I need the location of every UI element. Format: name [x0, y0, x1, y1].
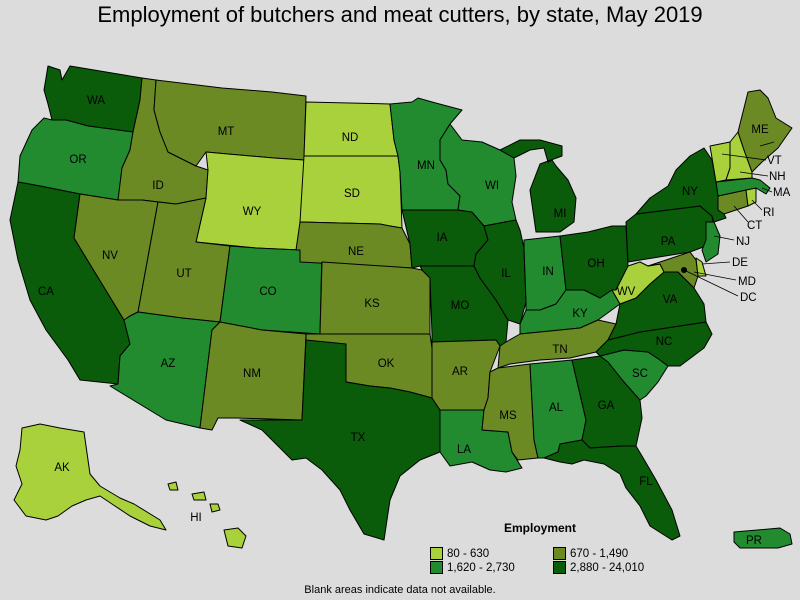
- legend-item-2: 670 - 1,490: [553, 547, 628, 560]
- state-ri[interactable]: [745, 187, 757, 207]
- label-ok: OK: [378, 358, 395, 370]
- state-hi[interactable]: [223, 527, 247, 549]
- state-labels: WA OR CA ID NV MT WY UT AZ CO NM ND SD N…: [38, 95, 791, 547]
- state-hi-island: [191, 491, 207, 501]
- label-ri: RI: [763, 207, 775, 219]
- label-pr: PR: [746, 535, 762, 547]
- label-ky: KY: [572, 308, 588, 320]
- label-nh: NH: [769, 171, 786, 183]
- label-ny: NY: [682, 186, 698, 198]
- label-id: ID: [152, 180, 164, 192]
- label-il: IL: [501, 268, 511, 280]
- label-ca: CA: [38, 286, 54, 298]
- label-sd: SD: [344, 188, 360, 200]
- label-nm: NM: [243, 368, 261, 380]
- legend-item-3: 1,620 - 2,730: [430, 561, 515, 574]
- label-pa: PA: [661, 236, 676, 248]
- label-ne: NE: [348, 246, 364, 258]
- label-mi: MI: [554, 208, 567, 220]
- state-mt[interactable]: [153, 79, 307, 167]
- state-md[interactable]: [647, 251, 699, 289]
- label-ut: UT: [176, 268, 191, 280]
- state-mi[interactable]: [499, 139, 577, 233]
- label-la: LA: [457, 444, 471, 456]
- label-wv: WV: [617, 286, 636, 298]
- label-hi: HI: [190, 512, 202, 524]
- label-de: DE: [732, 257, 748, 269]
- state-hi-island: [209, 503, 221, 513]
- label-ar: AR: [452, 366, 468, 378]
- legend-swatch-3: [430, 561, 443, 574]
- state-pa[interactable]: [625, 205, 715, 263]
- footnote: Blank areas indicate data not available.: [304, 584, 496, 596]
- label-az: AZ: [161, 358, 176, 370]
- legend-item-4: 2,880 - 24,010: [553, 561, 644, 574]
- label-oh: OH: [587, 258, 604, 270]
- label-nv: NV: [102, 250, 118, 262]
- label-dc: DC: [740, 292, 757, 304]
- label-or: OR: [69, 154, 86, 166]
- label-vt: VT: [767, 155, 782, 167]
- legend-label-4: 2,880 - 24,010: [570, 561, 645, 574]
- label-ga: GA: [598, 400, 615, 412]
- state-nd[interactable]: [303, 101, 399, 157]
- label-ms: MS: [499, 410, 517, 422]
- legend-swatch-2: [553, 547, 566, 560]
- legend-title: Employment: [504, 521, 577, 535]
- state-hi-island: [167, 481, 179, 491]
- label-va: VA: [663, 294, 678, 306]
- label-sc: SC: [632, 368, 648, 380]
- label-wy: WY: [243, 206, 262, 218]
- label-tn: TN: [552, 344, 567, 356]
- state-nm[interactable]: [199, 321, 307, 431]
- map-title: Employment of butchers and meat cutters,…: [97, 2, 703, 27]
- legend-swatch-1: [430, 547, 443, 560]
- state-me[interactable]: [737, 89, 793, 173]
- legend-item-1: 80 - 630: [430, 547, 489, 560]
- label-nd: ND: [342, 132, 359, 144]
- state-tx[interactable]: [239, 339, 441, 541]
- label-in: IN: [542, 266, 554, 278]
- label-ct: CT: [747, 220, 762, 232]
- state-ak[interactable]: [13, 423, 167, 531]
- state-de[interactable]: [695, 257, 707, 277]
- label-co: CO: [259, 286, 276, 298]
- label-fl: FL: [639, 476, 653, 488]
- label-mn: MN: [417, 160, 435, 172]
- label-ak: AK: [54, 462, 70, 474]
- label-al: AL: [549, 402, 564, 414]
- state-ne[interactable]: [295, 221, 413, 269]
- label-nj: NJ: [736, 236, 750, 248]
- label-md: MD: [738, 276, 756, 288]
- legend-swatch-4: [553, 561, 566, 574]
- state-il[interactable]: [473, 219, 527, 325]
- label-ma: MA: [773, 187, 791, 199]
- legend-label-2: 670 - 1,490: [570, 547, 629, 560]
- label-ks: KS: [364, 298, 380, 310]
- label-mt: MT: [218, 126, 235, 138]
- state-nj[interactable]: [701, 221, 721, 263]
- label-ia: IA: [437, 232, 448, 244]
- label-wa: WA: [87, 95, 105, 107]
- state-wy[interactable]: [195, 151, 305, 251]
- label-nc: NC: [656, 336, 673, 348]
- label-mo: MO: [451, 300, 470, 312]
- state-pr[interactable]: [733, 527, 793, 549]
- legend-label-3: 1,620 - 2,730: [447, 561, 515, 574]
- legend-label-1: 80 - 630: [447, 547, 490, 560]
- label-leaders: [683, 141, 775, 297]
- label-wi: WI: [485, 180, 499, 192]
- state-fl[interactable]: [543, 439, 681, 541]
- label-me: ME: [751, 124, 769, 136]
- label-tx: TX: [351, 432, 366, 444]
- state-ma[interactable]: [715, 177, 771, 197]
